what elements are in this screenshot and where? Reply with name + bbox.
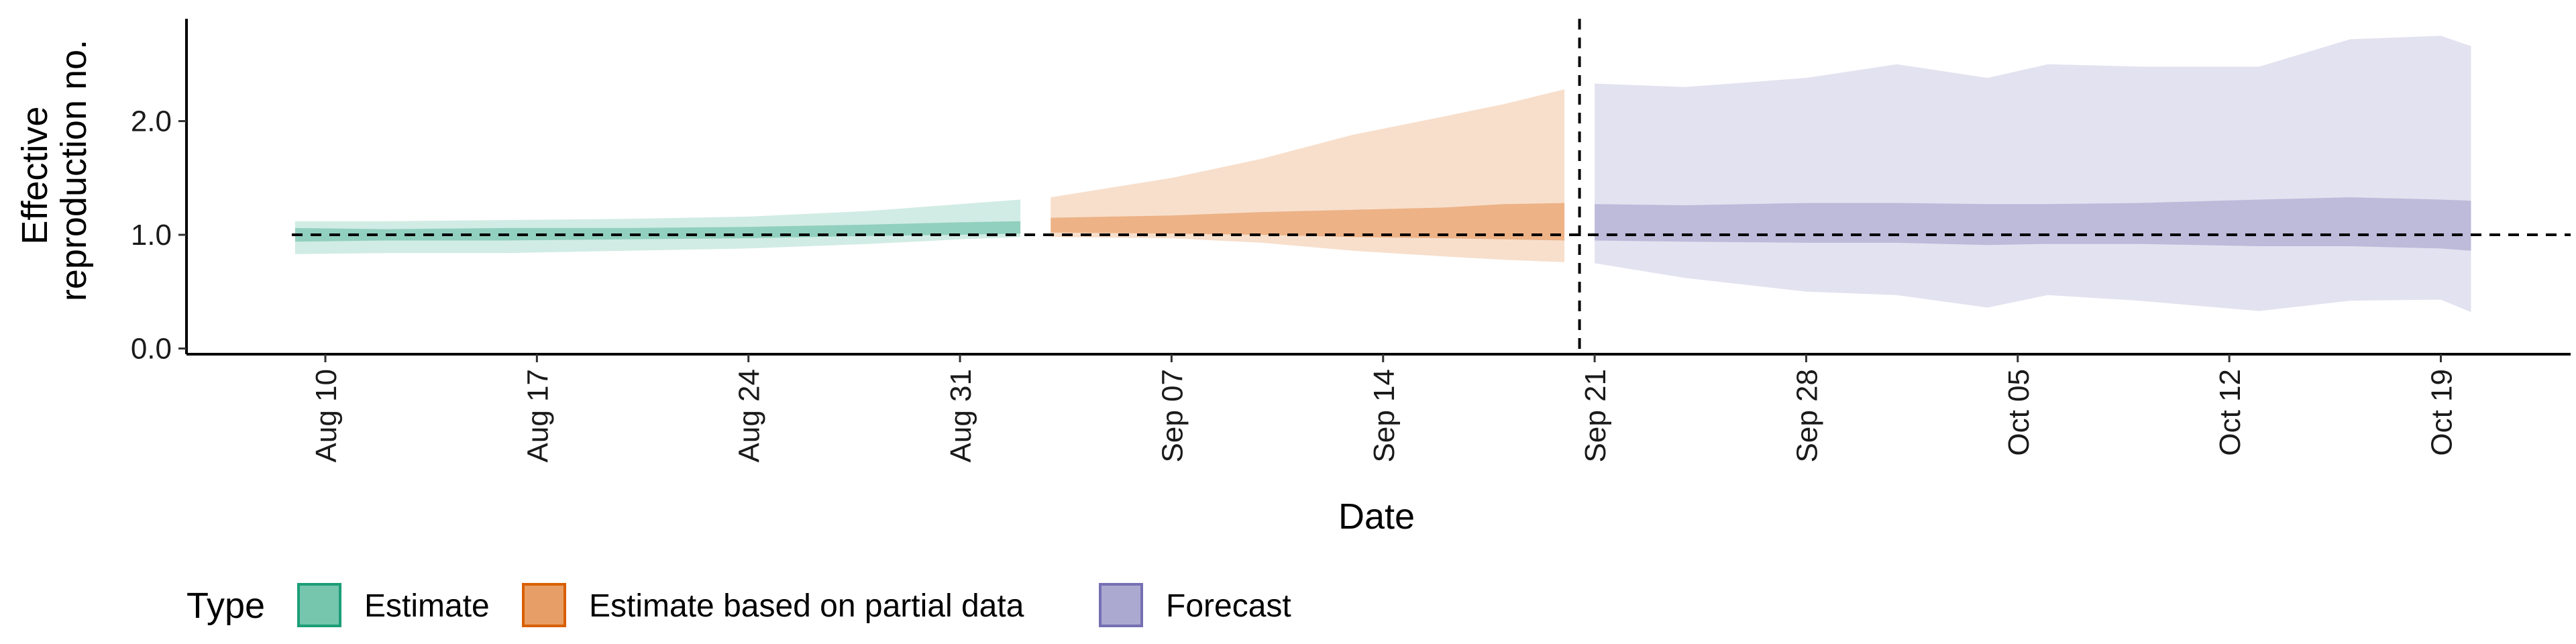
legend-key-label: Estimate based on partial data [589, 588, 1024, 624]
legend-key-label: Forecast [1166, 588, 1291, 624]
forecast-outer-band [1595, 36, 2471, 313]
x-tick-label: Sep 21 [1579, 369, 1612, 462]
y-tick-label: 1.0 [131, 219, 172, 252]
x-tick-label: Aug 24 [733, 369, 766, 462]
x-axis-title: Date [1338, 496, 1415, 537]
legend-key-label: Estimate [364, 588, 490, 624]
estimate-outer-band [294, 199, 1021, 254]
x-tick-label: Oct 19 [2426, 369, 2459, 456]
uncertainty-bands [294, 36, 2471, 313]
y-tick-label: 2.0 [131, 105, 172, 138]
estimate-inner-band [294, 221, 1021, 242]
legend-key-swatch [1099, 583, 1143, 627]
reference-lines [292, 19, 2571, 354]
x-tick-label: Sep 28 [1790, 369, 1823, 462]
legend-key-swatch [297, 583, 341, 627]
axes [185, 19, 2571, 356]
x-tick-label: Sep 14 [1368, 369, 1401, 462]
x-tick-label: Aug 17 [521, 369, 554, 462]
legend-key-swatch [522, 583, 566, 627]
x-tick-label: Sep 07 [1156, 369, 1189, 462]
estimate-based-on-partial-data-outer-band [1051, 89, 1565, 262]
legend-title: Type [186, 586, 265, 626]
x-axis-ticks: Aug 10 Aug 17 Aug 24 Aug 31 Sep 07 Sep 14 Sep … [310, 354, 2459, 462]
forecast-inner-band [1595, 197, 2471, 251]
y-axis-ticks: 0.0 1.0 2.0 [131, 105, 186, 366]
y-axis-title-line-2: reproduction no. [54, 40, 94, 301]
x-tick-label: Oct 12 [2214, 369, 2247, 456]
legend: Type Estimate Estimate based on partial da… [186, 583, 1291, 627]
y-axis-title: Effective reproduction no. [15, 40, 94, 301]
estimate-based-on-partial-data-inner-band [1051, 203, 1565, 241]
x-tick-label: Oct 05 [2002, 369, 2035, 456]
y-axis-title-line-1: Effective [15, 106, 55, 244]
y-tick-label: 0.0 [131, 333, 172, 366]
x-tick-label: Aug 31 [945, 369, 977, 462]
x-tick-label: Aug 10 [310, 369, 343, 462]
